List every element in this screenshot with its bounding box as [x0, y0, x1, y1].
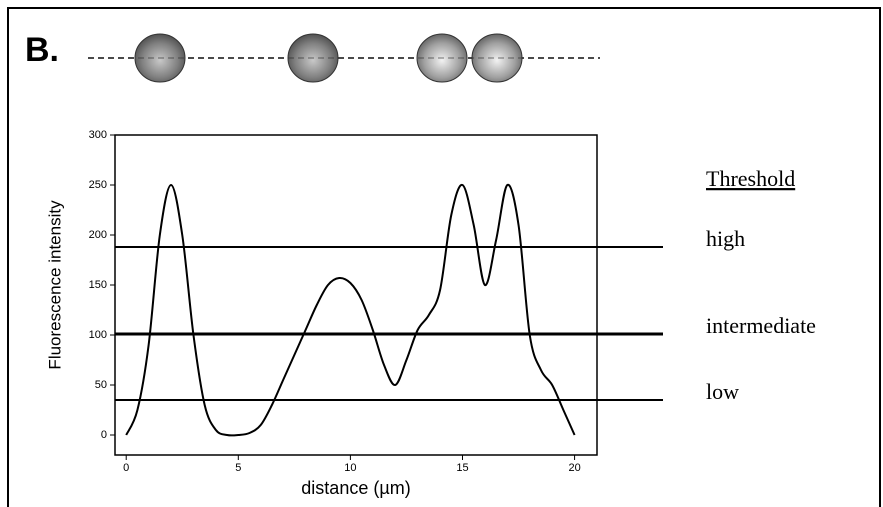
y-tick-label: 50 [95, 379, 107, 391]
y-axis-label: Fluorescence intensity [45, 200, 64, 370]
y-tick-label: 300 [89, 129, 107, 141]
x-tick-label: 5 [235, 462, 241, 474]
spheres [134, 33, 523, 83]
y-tick-label: 100 [89, 329, 107, 341]
plot-frame [114, 134, 598, 456]
x-axis-label: distance (µm) [301, 478, 410, 498]
threshold-label: low [706, 379, 739, 404]
x-tick-label: 10 [344, 462, 356, 474]
intensity-line [125, 183, 576, 437]
x-tick-label: 15 [456, 462, 468, 474]
y-tick-label: 250 [89, 179, 107, 191]
y-tick-label: 150 [89, 279, 107, 291]
x-tick-label: 0 [123, 462, 129, 474]
threshold-heading: Threshold [706, 166, 795, 191]
y-tick-label: 0 [101, 429, 107, 441]
x-tick-label: 20 [568, 462, 580, 474]
y-tick-label: 200 [89, 229, 107, 241]
panel-label: B. [25, 31, 59, 69]
threshold-label: intermediate [706, 313, 816, 338]
threshold-label: high [706, 226, 745, 251]
frame [7, 7, 881, 507]
